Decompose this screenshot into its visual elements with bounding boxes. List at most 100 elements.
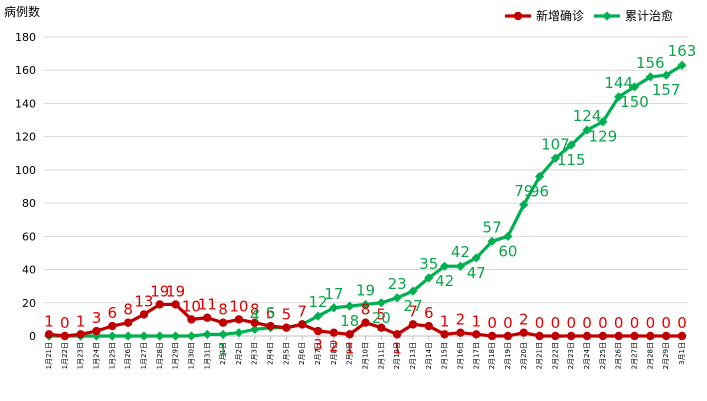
x-tick-label: 1月25日: [108, 342, 116, 369]
data-label-new-confirmed: 0: [614, 314, 624, 332]
data-label-new-confirmed: 3: [92, 309, 102, 327]
data-point-new-confirmed: [250, 318, 259, 327]
data-point-new-confirmed: [266, 321, 275, 331]
data-point-new-confirmed: [92, 326, 101, 336]
data-point-cumulative-cured: [218, 329, 228, 339]
x-tick-label: 2月25日: [599, 342, 607, 369]
data-point-new-confirmed: [345, 330, 354, 339]
x-tick-label: 1月27日: [140, 342, 148, 369]
x-tick-label: 2月11日: [377, 342, 385, 369]
data-point-new-confirmed: [60, 331, 70, 341]
data-label-new-confirmed: 0: [566, 314, 576, 332]
data-label-cumulative-cured: 47: [467, 264, 486, 282]
data-label-new-confirmed: 7: [408, 302, 418, 320]
data-point-new-confirmed: [171, 300, 180, 309]
data-point-new-confirmed: [535, 331, 544, 341]
data-label-new-confirmed: 1: [392, 339, 402, 357]
y-axis-title: 病例数: [4, 4, 40, 19]
data-point-new-confirmed: [646, 331, 655, 341]
y-tick-label: 140: [15, 97, 36, 110]
x-tick-label: 2月15日: [441, 342, 449, 369]
x-tick-label: 2月22日: [551, 342, 559, 369]
x-tick-label: 2月10日: [362, 342, 370, 369]
x-tick-label: 2月27日: [631, 342, 639, 369]
data-label-cumulative-cured: 96: [530, 183, 549, 201]
data-label-cumulative-cured: 57: [483, 218, 502, 236]
data-label-new-confirmed: 1: [76, 312, 86, 330]
y-tick-label: 40: [22, 264, 36, 277]
x-tick-label: 2月21日: [536, 342, 544, 369]
data-label-new-confirmed: 5: [282, 306, 292, 324]
data-point-cumulative-cured: [503, 231, 513, 241]
data-label-cumulative-cured: 163: [668, 42, 697, 60]
data-label-new-confirmed: 0: [661, 314, 671, 332]
data-point-new-confirmed: [551, 331, 560, 341]
legend-label: 累计治愈: [625, 8, 673, 23]
data-label-new-confirmed: 0: [646, 314, 656, 332]
data-label-new-confirmed: 8: [250, 301, 260, 319]
data-label-cumulative-cured: 124: [573, 107, 602, 125]
legend-marker: [513, 11, 523, 21]
y-tick-label: 80: [22, 197, 36, 210]
data-label-cumulative-cured: 23: [388, 275, 407, 293]
data-label-cumulative-cured: 12: [308, 293, 327, 311]
data-point-new-confirmed: [234, 315, 244, 324]
data-label-new-confirmed: 0: [60, 314, 70, 332]
data-label-cumulative-cured: 107: [541, 135, 570, 153]
data-point-new-confirmed: [298, 320, 307, 329]
data-label-new-confirmed: 0: [551, 314, 561, 332]
x-tick-label: 2月3日: [251, 342, 259, 365]
y-tick-label: 180: [15, 31, 36, 44]
data-label-new-confirmed: 10: [182, 297, 201, 315]
data-point-cumulative-cured: [471, 253, 481, 263]
data-point-new-confirmed: [661, 331, 671, 341]
data-point-new-confirmed: [408, 320, 418, 329]
x-tick-label: 2月28日: [646, 342, 654, 369]
data-point-cumulative-cured: [629, 82, 640, 92]
data-point-new-confirmed: [187, 315, 196, 324]
x-tick-label: 2月18日: [488, 342, 496, 369]
data-point-new-confirmed: [377, 323, 386, 332]
data-point-new-confirmed: [487, 331, 497, 341]
data-point-cumulative-cured: [440, 261, 450, 271]
data-point-new-confirmed: [76, 330, 85, 339]
data-point-cumulative-cured: [519, 200, 529, 210]
y-tick-label: 0: [29, 330, 36, 343]
data-label-new-confirmed: 2: [519, 311, 529, 329]
data-label-cumulative-cured: 5: [266, 305, 276, 323]
data-point-new-confirmed: [282, 323, 291, 332]
data-label-new-confirmed: 2: [329, 338, 339, 356]
data-point-cumulative-cured: [171, 331, 181, 341]
data-point-cumulative-cured: [645, 72, 655, 82]
data-label-new-confirmed: 0: [503, 314, 513, 332]
data-point-new-confirmed: [440, 330, 449, 339]
x-tick-label: 2月1日: [219, 342, 227, 365]
data-point-cumulative-cured: [661, 70, 671, 80]
x-tick-label: 2月6日: [298, 342, 306, 365]
data-point-cumulative-cured: [139, 331, 149, 341]
data-point-cumulative-cured: [345, 301, 355, 311]
data-label-new-confirmed: 11: [198, 296, 217, 314]
data-point-cumulative-cured: [424, 273, 434, 283]
data-label-new-confirmed: 6: [108, 304, 118, 322]
data-point-cumulative-cured: [534, 171, 545, 182]
data-label-cumulative-cured: 4: [250, 306, 260, 324]
data-point-new-confirmed: [503, 331, 513, 341]
data-label-new-confirmed: 0: [677, 314, 687, 332]
data-point-cumulative-cured: [360, 299, 371, 310]
data-point-new-confirmed: [567, 331, 576, 341]
y-tick-label: 160: [15, 64, 36, 77]
x-tick-label: 2月29日: [662, 342, 670, 369]
data-label-cumulative-cured: 150: [620, 93, 649, 111]
data-label-cumulative-cured: 18: [340, 312, 359, 330]
data-label-new-confirmed: 0: [582, 314, 592, 332]
data-point-cumulative-cured: [313, 311, 323, 321]
data-point-new-confirmed: [456, 328, 465, 337]
data-point-new-confirmed: [677, 331, 687, 341]
x-tick-label: 1月21日: [45, 342, 53, 369]
data-label-new-confirmed: 1: [440, 312, 450, 330]
data-label-new-confirmed: 19: [150, 282, 169, 300]
data-label-cumulative-cured: 19: [356, 281, 375, 299]
data-point-cumulative-cured: [234, 328, 244, 338]
x-tick-label: 1月23日: [77, 342, 85, 369]
